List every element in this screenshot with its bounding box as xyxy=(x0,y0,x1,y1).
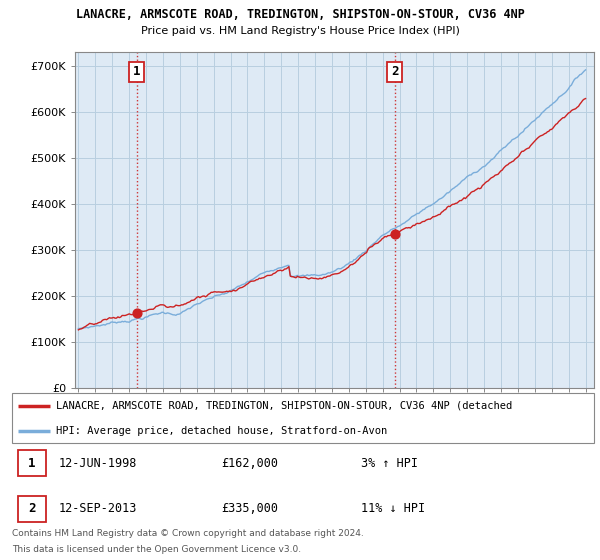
Text: 2: 2 xyxy=(391,66,398,78)
Text: This data is licensed under the Open Government Licence v3.0.: This data is licensed under the Open Gov… xyxy=(12,545,301,554)
Text: 3% ↑ HPI: 3% ↑ HPI xyxy=(361,456,418,469)
Text: £335,000: £335,000 xyxy=(221,502,278,515)
Text: Contains HM Land Registry data © Crown copyright and database right 2024.: Contains HM Land Registry data © Crown c… xyxy=(12,529,364,538)
Text: 12-JUN-1998: 12-JUN-1998 xyxy=(59,456,137,469)
Text: 12-SEP-2013: 12-SEP-2013 xyxy=(59,502,137,515)
Text: 1: 1 xyxy=(133,66,140,78)
Text: £162,000: £162,000 xyxy=(221,456,278,469)
Text: 11% ↓ HPI: 11% ↓ HPI xyxy=(361,502,425,515)
Text: HPI: Average price, detached house, Stratford-on-Avon: HPI: Average price, detached house, Stra… xyxy=(56,426,387,436)
Text: Price paid vs. HM Land Registry's House Price Index (HPI): Price paid vs. HM Land Registry's House … xyxy=(140,26,460,36)
Text: 2: 2 xyxy=(28,502,35,515)
Text: 1: 1 xyxy=(28,456,35,469)
Point xyxy=(132,309,142,318)
Text: LANACRE, ARMSCOTE ROAD, TREDINGTON, SHIPSTON-ON-STOUR, CV36 4NP: LANACRE, ARMSCOTE ROAD, TREDINGTON, SHIP… xyxy=(76,8,524,21)
FancyBboxPatch shape xyxy=(18,496,46,522)
Text: LANACRE, ARMSCOTE ROAD, TREDINGTON, SHIPSTON-ON-STOUR, CV36 4NP (detached: LANACRE, ARMSCOTE ROAD, TREDINGTON, SHIP… xyxy=(56,400,512,410)
Point xyxy=(390,230,400,239)
FancyBboxPatch shape xyxy=(18,450,46,476)
FancyBboxPatch shape xyxy=(12,393,594,443)
